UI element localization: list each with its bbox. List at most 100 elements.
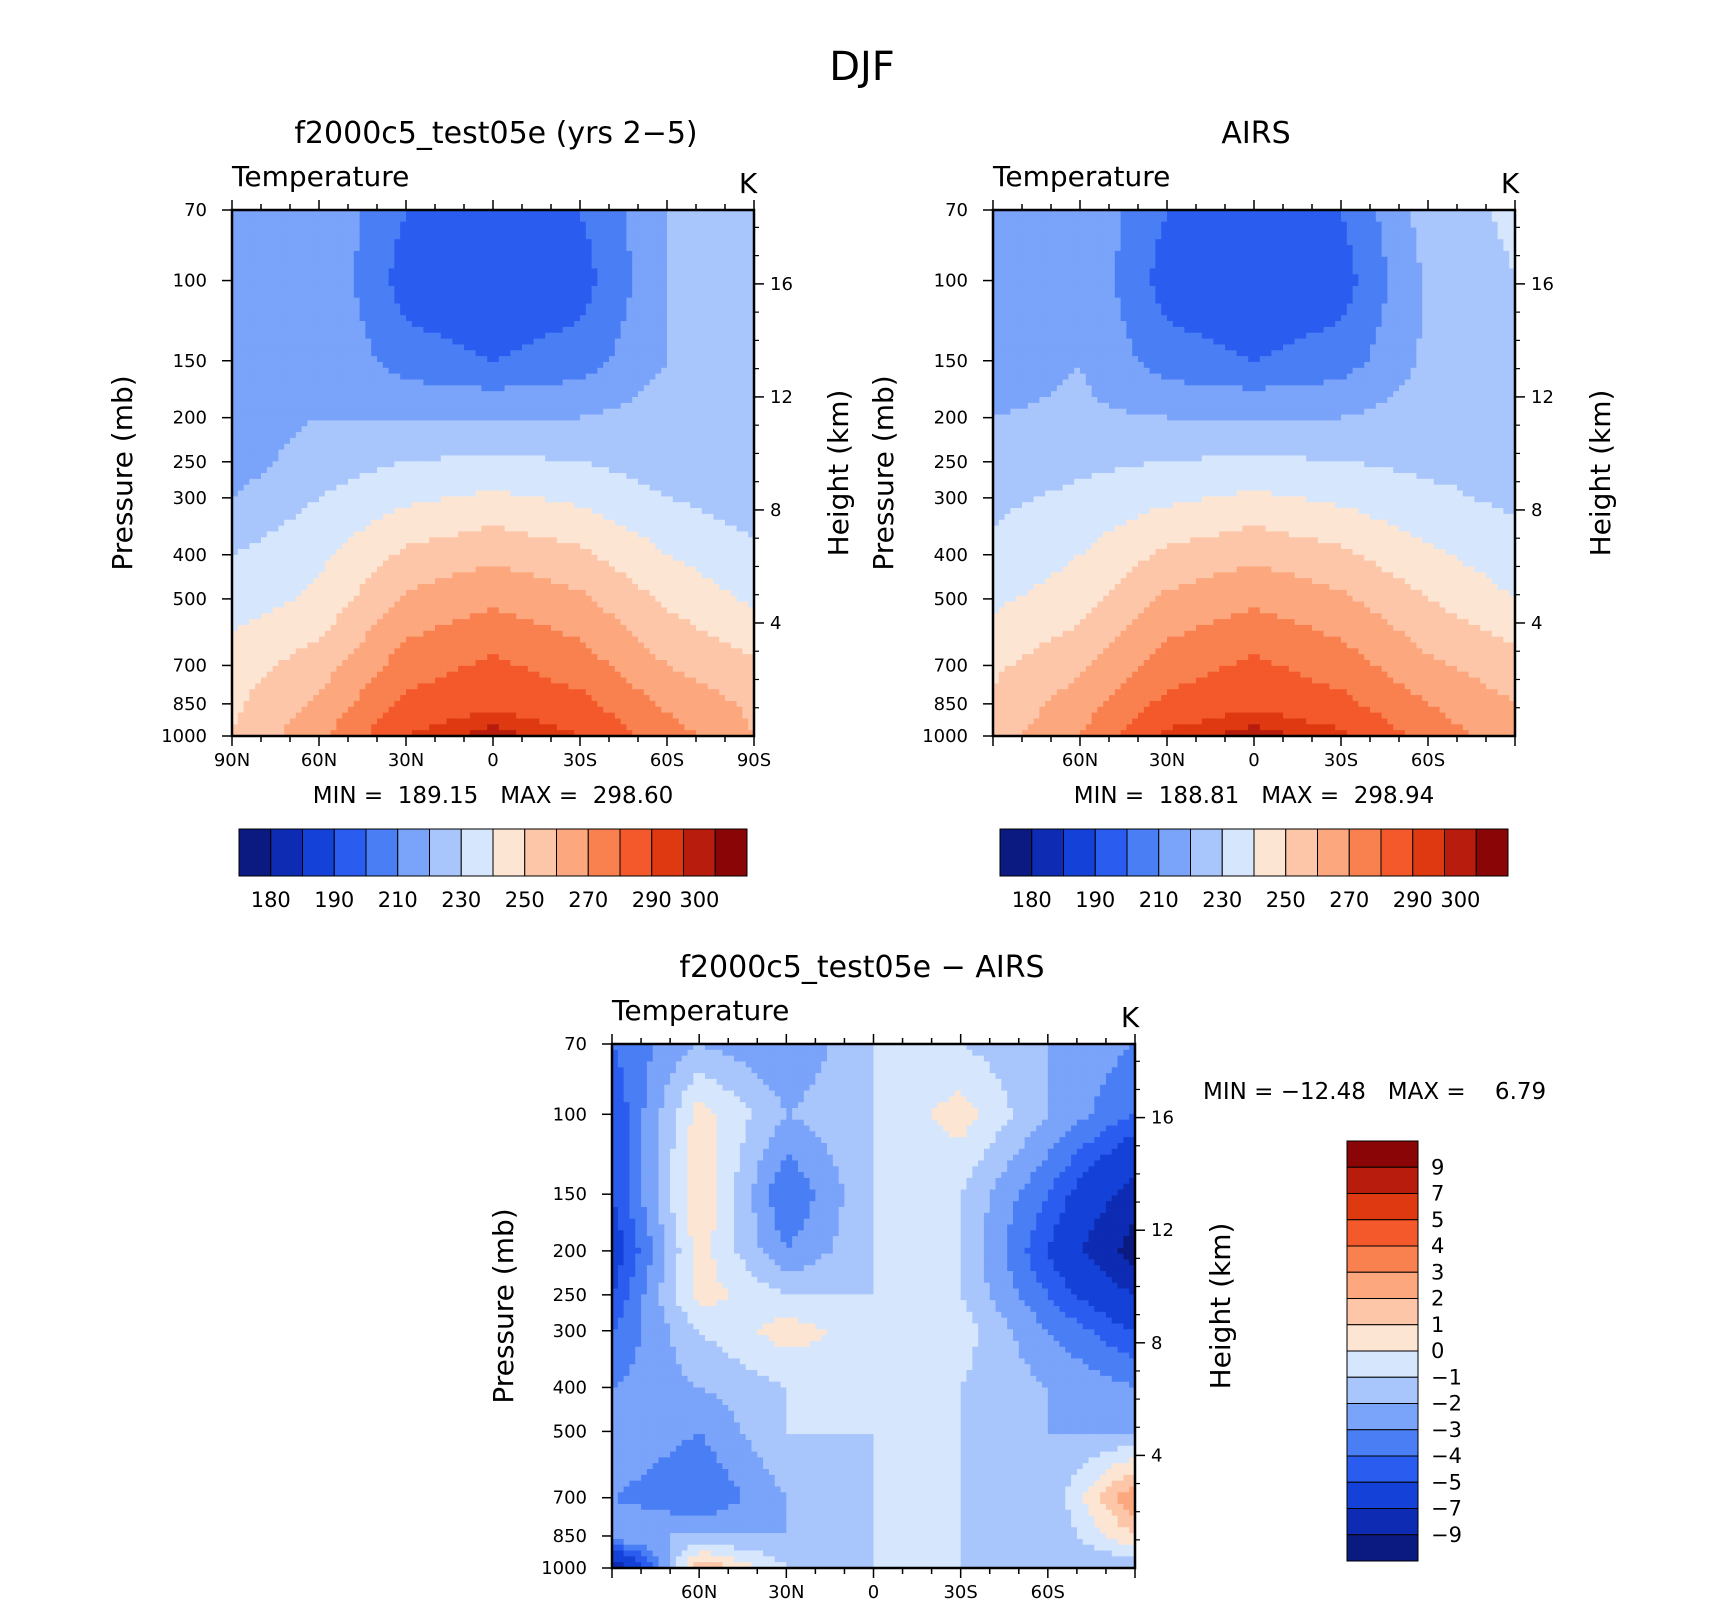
contour-cell: [661, 397, 668, 404]
contour-cell: [638, 426, 645, 433]
contour-cell: [232, 420, 239, 427]
contour-cell: [568, 274, 575, 281]
contour-cell: [672, 437, 680, 445]
contour-cell: [568, 309, 575, 316]
contour-cell: [626, 315, 633, 322]
contour-cell: [487, 256, 494, 264]
contour-cell: [249, 367, 256, 375]
contour-cell: [696, 437, 703, 445]
contour-cell: [313, 245, 320, 252]
contour-cell: [696, 356, 703, 363]
contour-cell: [469, 397, 477, 404]
contour-cell: [417, 285, 424, 293]
contour-cell: [330, 250, 337, 258]
contour-cell: [336, 321, 343, 328]
contour-cell: [446, 210, 453, 217]
contour-cell: [539, 262, 546, 270]
contour-cell: [661, 221, 668, 229]
contour-cell: [400, 391, 407, 398]
contour-cell: [348, 326, 355, 334]
contour-cell: [632, 338, 639, 346]
contour-cell: [446, 309, 453, 316]
contour-cell: [678, 391, 685, 398]
contour-cell: [232, 379, 239, 386]
figure-title: DJF: [829, 44, 895, 90]
contour-cell: [690, 437, 697, 445]
contour-cell: [342, 373, 349, 381]
contour-cell: [510, 525, 517, 533]
contour-cell: [417, 344, 424, 351]
contour-cell: [406, 443, 413, 451]
contour-cell: [266, 326, 274, 334]
contour-cell: [493, 391, 500, 398]
contour-cell: [388, 227, 395, 234]
contour-cell: [319, 420, 326, 427]
contour-cell: [278, 490, 285, 497]
contour-cell: [278, 215, 285, 223]
contour-cell: [504, 215, 511, 223]
contour-cell: [388, 473, 395, 480]
contour-cell: [591, 379, 598, 386]
contour-cell: [440, 356, 448, 363]
contour-cell: [469, 437, 477, 445]
contour-cell: [539, 478, 546, 486]
contour-cell: [498, 508, 506, 515]
contour-cell: [452, 414, 459, 421]
contour-cell: [266, 245, 274, 252]
contour-cell: [365, 227, 372, 234]
contour-cell: [643, 513, 651, 521]
contour-cell: [696, 379, 703, 386]
contour-cell: [429, 227, 436, 234]
contour-cell: [614, 344, 622, 351]
contour-cell: [330, 455, 337, 462]
contour-cell: [725, 408, 732, 416]
contour-cell: [678, 420, 685, 427]
contour-cell: [348, 245, 355, 252]
contour-cell: [319, 484, 326, 492]
contour-cell: [678, 461, 685, 468]
contour-cell: [411, 367, 419, 375]
contour-cell: [597, 221, 604, 229]
contour-cell: [556, 239, 564, 246]
contour-cell: [255, 379, 262, 386]
contour-cell: [725, 449, 732, 457]
contour-cell: [469, 473, 477, 480]
contour-cell: [324, 350, 332, 357]
contour-cell: [580, 443, 587, 451]
contour-cell: [313, 402, 320, 410]
contour-cell: [614, 215, 622, 223]
contour-cell: [748, 233, 754, 240]
contour-cell: [249, 373, 256, 381]
contour-cell: [696, 332, 703, 340]
contour-cell: [324, 227, 332, 234]
contour-cell: [533, 280, 540, 287]
contour-cell: [411, 350, 419, 357]
contour-cell: [614, 350, 622, 357]
contour-cell: [493, 379, 500, 386]
contour-cell: [574, 397, 581, 404]
contour-cell: [417, 484, 424, 492]
contour-cell: [458, 373, 465, 381]
contour-cell: [545, 373, 552, 381]
contour-cell: [638, 525, 645, 533]
contour-cell: [371, 519, 378, 527]
contour-cell: [295, 531, 303, 538]
contour-cell: [469, 531, 477, 538]
contour-cell: [382, 461, 390, 468]
contour-cell: [272, 326, 279, 334]
contour-cell: [435, 513, 442, 521]
contour-cell: [359, 303, 366, 310]
contour-cell: [284, 414, 291, 421]
contour-cell: [574, 245, 581, 252]
contour-cell: [429, 508, 436, 515]
contour-cell: [464, 274, 471, 281]
contour-cell: [330, 326, 337, 334]
contour-cell: [539, 525, 546, 533]
contour-cell: [574, 478, 581, 486]
contour-cell: [237, 385, 245, 392]
contour-cell: [580, 332, 587, 340]
contour-cell: [377, 455, 384, 462]
contour-cell: [522, 379, 529, 386]
contour-cell: [475, 496, 482, 503]
contour-cell: [533, 391, 540, 398]
